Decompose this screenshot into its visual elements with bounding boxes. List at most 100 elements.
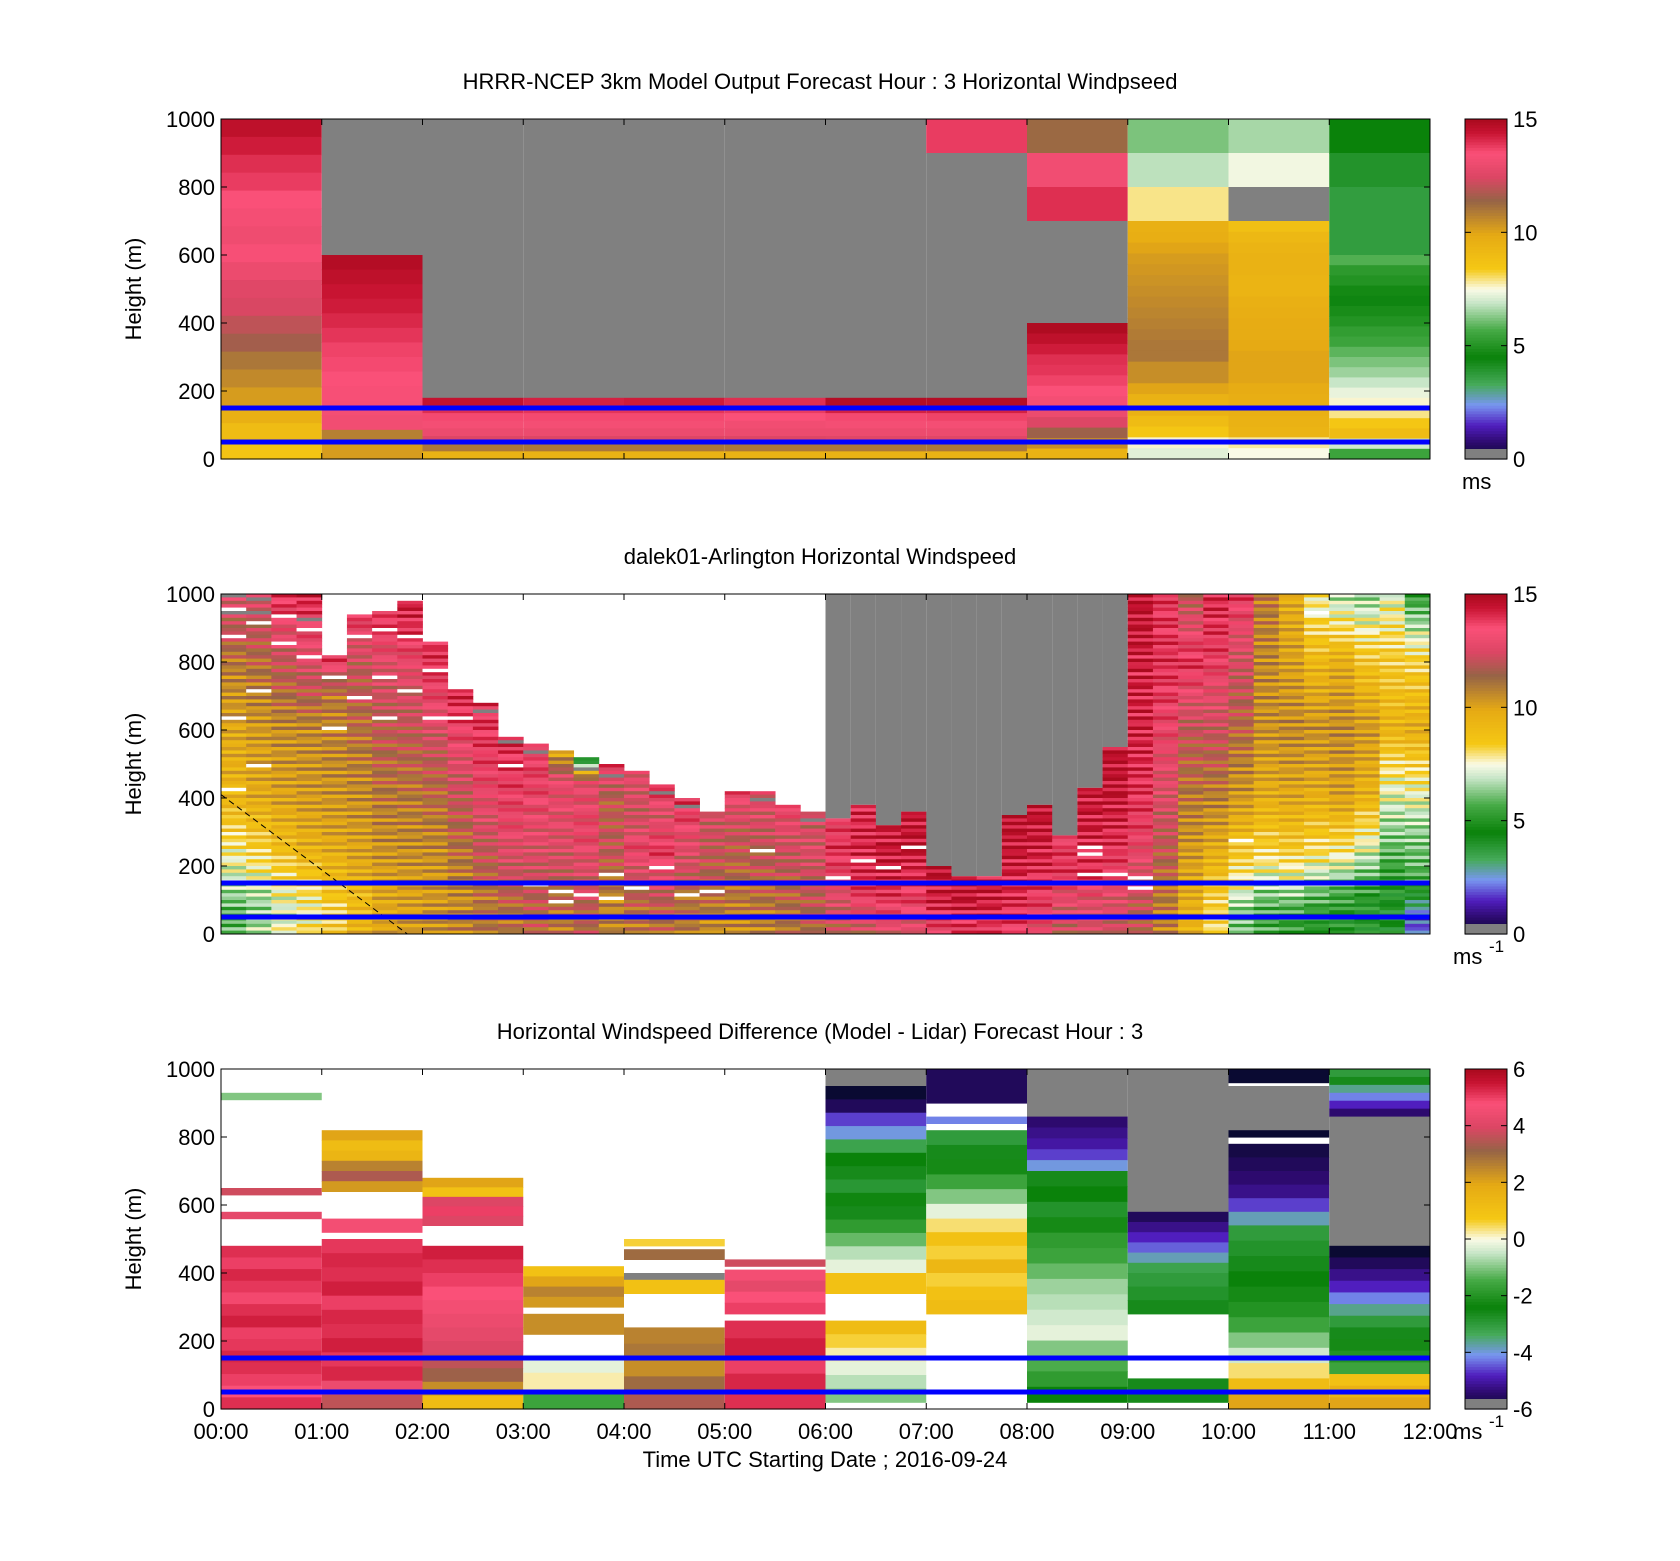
y-tick-label: 0 [203,1397,215,1422]
heatmap-cell [498,927,524,931]
heatmap-cell [271,930,297,935]
heatmap-cell [573,855,600,860]
heatmap-cell [1152,767,1179,772]
heatmap-cell [1253,896,1280,901]
heatmap-cell [296,624,323,629]
colorbar-step [1465,170,1507,174]
heatmap-cell [850,845,877,850]
heatmap-cell [397,757,423,761]
heatmap-cell [221,900,247,904]
heatmap-cell [372,706,398,710]
colorbar-step [1465,1239,1507,1243]
heatmap-cell [1027,333,1128,345]
heatmap-cell [472,855,499,860]
colorbar-step [1465,323,1507,327]
heatmap-cell [498,781,524,785]
heatmap-cell [1304,723,1330,727]
heatmap-cell [422,798,449,802]
heatmap-cell [649,798,675,802]
heatmap-cell [1203,832,1229,836]
missing-region [1027,594,1053,805]
heatmap-cell [1102,774,1129,778]
heatmap-cell [1178,896,1204,901]
heatmap-cell [573,900,600,904]
heatmap-cell [523,849,549,853]
heatmap-cell [699,855,726,860]
y-tick-label: 800 [178,175,215,200]
heatmap-cell [901,893,927,897]
heatmap-cell [447,757,474,761]
colorbar-step [1465,1278,1507,1283]
heatmap-cell [372,866,398,870]
heatmap-cell [271,828,297,833]
heatmap-cell [372,804,398,809]
heatmap-cell [1152,702,1179,707]
heatmap-cell [674,801,700,806]
heatmap-cell [271,594,297,598]
heatmap-cell [1001,910,1028,914]
heatmap-cell [296,696,323,700]
heatmap-cell [775,838,801,843]
heatmap-cell [447,774,474,778]
heatmap-cell [1329,672,1355,676]
heatmap-cell [397,855,423,860]
heatmap-cell [749,825,776,829]
heatmap-cell [422,886,449,891]
heatmap-cell [422,862,449,867]
heatmap-cell [271,760,297,765]
heatmap-cell [1278,655,1305,659]
heatmap-cell [372,753,398,758]
heatmap-cell [1354,753,1381,758]
heatmap-cell [1228,770,1255,775]
colorbar-step [1465,789,1507,793]
heatmap-cell [397,702,423,707]
heatmap-cell [246,716,272,721]
heatmap-cell [372,733,398,738]
heatmap-cell [1178,621,1204,625]
heatmap-cell [346,641,373,646]
colorbar-step [1465,201,1507,205]
heatmap-cell [1228,818,1255,823]
heatmap-cell [1304,767,1330,772]
heatmap-cell [221,842,247,846]
heatmap-cell [1228,753,1255,758]
heatmap-cell [321,713,348,717]
heatmap-cell [422,1259,524,1274]
heatmap-cell [346,923,373,928]
heatmap-cell [246,682,272,687]
heatmap-cell [1027,876,1053,880]
heatmap-cell [1127,818,1154,823]
heatmap-cell [397,896,423,901]
colorbar-step [1465,1171,1507,1175]
colorbar-step [1465,701,1507,706]
heatmap-cell [246,740,272,744]
heatmap-cell [372,777,398,782]
heatmap-cell [422,869,449,874]
heatmap-cell [699,842,726,846]
heatmap-cell [221,154,322,174]
colorbar-step [1465,337,1507,341]
heatmap-cell [1178,757,1204,761]
heatmap-cell [1253,672,1280,676]
heatmap-cell [875,842,902,846]
heatmap-cell [1127,340,1229,352]
heatmap-cell [1329,903,1355,908]
heatmap-cell [1228,1301,1330,1318]
heatmap-cell [372,658,398,663]
heatmap-cell [271,838,297,843]
heatmap-cell [976,889,1003,894]
heatmap-cell [1228,849,1255,853]
heatmap-cell [1329,408,1430,419]
colorbar-step [1465,775,1507,779]
colorbar-step [1465,408,1507,412]
heatmap-cell [472,753,499,758]
heatmap-cell [498,750,524,755]
heatmap-cell [1178,662,1204,666]
heatmap-cell [1152,641,1179,646]
heatmap-cell [1253,662,1280,666]
heatmap-cell [1278,692,1305,697]
heatmap-cell [1354,699,1381,704]
colorbar-unit: ms [1453,944,1482,969]
heatmap-cell [1404,733,1431,738]
heatmap-cell [321,855,348,860]
